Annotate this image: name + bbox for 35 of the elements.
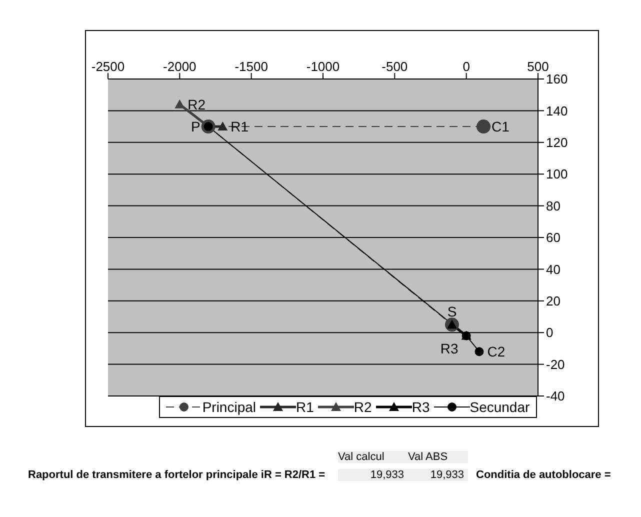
annotation: C2	[487, 344, 506, 360]
x-tick-label: 500	[527, 59, 549, 74]
y-tick-label: 120	[546, 135, 568, 150]
legend-label: R2	[354, 399, 372, 415]
annotation: S	[447, 304, 457, 320]
x-tick-label: -2000	[163, 59, 196, 74]
x-tick-label: -500	[382, 59, 408, 74]
y-tick-label: 160	[546, 72, 568, 87]
y-tick-label: 100	[546, 166, 568, 182]
y-tick-label: 60	[546, 230, 560, 246]
x-tick-label: -1500	[234, 59, 268, 74]
y-tick-label: 20	[546, 294, 560, 309]
x-tick-label: 0	[462, 59, 470, 74]
y-tick-label: -40	[546, 388, 565, 404]
text: 19,933	[338, 469, 408, 481]
y-tick-label: 0	[546, 325, 554, 340]
text: Val calcul	[338, 451, 408, 463]
legend-label: Secundar	[470, 399, 530, 415]
annotation: P	[190, 118, 200, 135]
y-tick-label: 40	[546, 262, 560, 277]
x-tick-label: -2500	[91, 59, 125, 74]
y-tick-label: 80	[546, 198, 560, 214]
x-tick-label: -1000	[306, 59, 340, 74]
legend-label: R3	[412, 399, 430, 415]
y-tick-label: 140	[546, 103, 568, 118]
legend-label: Principal	[202, 399, 256, 415]
text: Raportul de transmitere a fortelor principale iR = R2/R1 =	[28, 469, 326, 481]
y-tick-label: -20	[546, 356, 565, 372]
annotation: R2	[188, 96, 206, 112]
text: 19,933	[408, 469, 468, 481]
annotation: R3	[440, 340, 459, 357]
annotation: C1	[492, 118, 510, 135]
text: Val ABS	[408, 451, 468, 463]
text: Conditia de autoblocare =	[476, 469, 611, 481]
legend-label: R1	[296, 399, 314, 415]
